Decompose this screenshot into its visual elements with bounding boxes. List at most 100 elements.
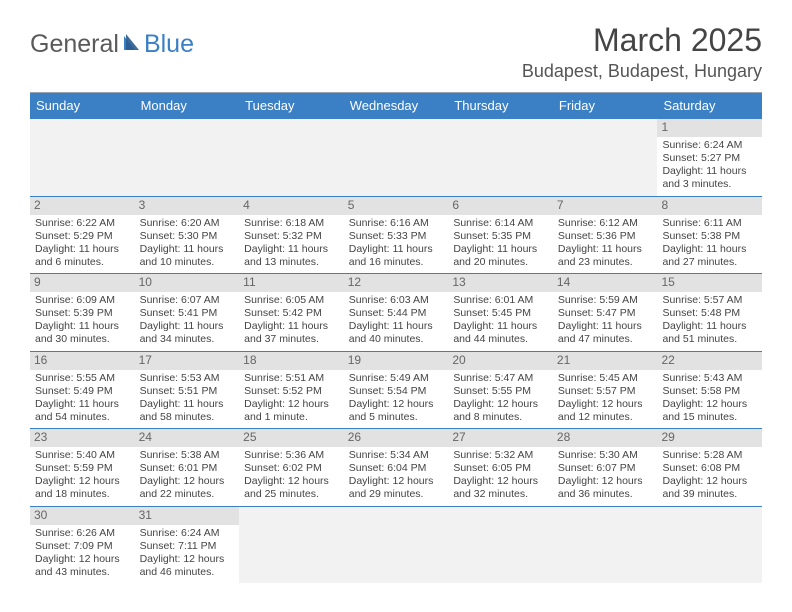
sunrise-text: Sunrise: 6:22 AM — [35, 217, 130, 230]
daylight-text: Daylight: 12 hours and 1 minute. — [244, 398, 339, 424]
title-block: March 2025 Budapest, Budapest, Hungary — [522, 22, 762, 82]
day-number: 17 — [135, 352, 240, 370]
calendar: Sunday Monday Tuesday Wednesday Thursday… — [30, 92, 762, 583]
sunrise-text: Sunrise: 5:59 AM — [558, 294, 653, 307]
calendar-day: 31Sunrise: 6:24 AMSunset: 7:11 PMDayligh… — [135, 507, 240, 584]
daylight-text: Daylight: 11 hours and 44 minutes. — [453, 320, 548, 346]
day-number: 20 — [448, 352, 553, 370]
day-number: 22 — [657, 352, 762, 370]
calendar-day-empty — [239, 507, 344, 584]
sunrise-text: Sunrise: 6:16 AM — [349, 217, 444, 230]
daylight-text: Daylight: 11 hours and 23 minutes. — [558, 243, 653, 269]
header: General Blue March 2025 Budapest, Budape… — [0, 0, 792, 86]
calendar-day-empty — [344, 507, 449, 584]
daylight-text: Daylight: 12 hours and 5 minutes. — [349, 398, 444, 424]
day-number: 1 — [657, 119, 762, 137]
daylight-text: Daylight: 11 hours and 58 minutes. — [140, 398, 235, 424]
day-number: 19 — [344, 352, 449, 370]
daylight-text: Daylight: 11 hours and 37 minutes. — [244, 320, 339, 346]
day-number: 24 — [135, 429, 240, 447]
calendar-day: 17 Sunrise: 5:53 AMSunset: 5:51 PMDayligh… — [135, 352, 240, 429]
sunset-text: Sunset: 5:49 PM — [35, 385, 130, 398]
daylight-text: Daylight: 11 hours and 30 minutes. — [35, 320, 130, 346]
day-number: 4 — [239, 197, 344, 215]
sunset-text: Sunset: 5:35 PM — [453, 230, 548, 243]
sunset-text: Sunset: 5:51 PM — [140, 385, 235, 398]
day-number: 6 — [448, 197, 553, 215]
calendar-day: 9Sunrise: 6:09 AMSunset: 5:39 PMDaylight… — [30, 274, 135, 351]
day-number: 10 — [135, 274, 240, 292]
day-number: 8 — [657, 197, 762, 215]
daylight-text: Daylight: 12 hours and 15 minutes. — [662, 398, 757, 424]
calendar-day-empty — [344, 119, 449, 196]
sunset-text: Sunset: 5:30 PM — [140, 230, 235, 243]
day-number: 28 — [553, 429, 658, 447]
sunset-text: Sunset: 5:59 PM — [35, 462, 130, 475]
calendar-day: 1Sunrise: 6:24 AMSunset: 5:27 PMDaylight… — [657, 119, 762, 196]
calendar-day: 30Sunrise: 6:26 AMSunset: 7:09 PMDayligh… — [30, 507, 135, 584]
calendar-week: 2Sunrise: 6:22 AMSunset: 5:29 PMDaylight… — [30, 197, 762, 275]
day-number: 26 — [344, 429, 449, 447]
calendar-week: 23 Sunrise: 5:40 AMSunset: 5:59 PM Dayligh… — [30, 429, 762, 507]
logo-text-1: General — [30, 30, 119, 59]
calendar-day: 3Sunrise: 6:20 AMSunset: 5:30 PMDaylight… — [135, 197, 240, 274]
weekday-header: Wednesday — [344, 93, 449, 119]
calendar-day: 11Sunrise: 6:05 AMSunset: 5:42 PMDayligh… — [239, 274, 344, 351]
sunrise-text: Sunrise: 6:07 AM — [140, 294, 235, 307]
day-number: 23 — [30, 429, 135, 447]
calendar-day: 24Sunrise: 5:38 AMSunset: 6:01 PMDayligh… — [135, 429, 240, 506]
calendar-day: 8Sunrise: 6:11 AMSunset: 5:38 PMDaylight… — [657, 197, 762, 274]
calendar-day: 29Sunrise: 5:28 AMSunset: 6:08 PMDayligh… — [657, 429, 762, 506]
sunrise-text: Sunrise: 5:38 AM — [140, 449, 235, 462]
sunrise-text: Sunrise: 5:30 AM — [558, 449, 653, 462]
sunrise-text: Sunrise: 5:53 AM — [140, 372, 235, 385]
daylight-text: Daylight: 12 hours and 25 minutes. — [244, 475, 339, 501]
sunrise-text: Sunrise: 6:09 AM — [35, 294, 130, 307]
daylight-text: Daylight: 12 hours and 46 minutes. — [140, 553, 235, 579]
calendar-day: 14Sunrise: 5:59 AMSunset: 5:47 PMDayligh… — [553, 274, 658, 351]
sunrise-text: Sunrise: 5:51 AM — [244, 372, 339, 385]
sunrise-text: Sunrise: 6:11 AM — [662, 217, 757, 230]
logo: General Blue — [30, 22, 194, 59]
day-number: 29 — [657, 429, 762, 447]
daylight-text: Daylight: 11 hours and 47 minutes. — [558, 320, 653, 346]
daylight-text: Daylight: 11 hours and 40 minutes. — [349, 320, 444, 346]
page-title: March 2025 — [522, 22, 762, 59]
sunrise-text: Sunrise: 5:36 AM — [244, 449, 339, 462]
calendar-day: 6Sunrise: 6:14 AMSunset: 5:35 PMDaylight… — [448, 197, 553, 274]
calendar-day-empty — [239, 119, 344, 196]
calendar-day: 27Sunrise: 5:32 AMSunset: 6:05 PMDayligh… — [448, 429, 553, 506]
sunrise-text: Sunrise: 6:18 AM — [244, 217, 339, 230]
logo-text-2: Blue — [144, 30, 194, 59]
calendar-day: 4Sunrise: 6:18 AMSunset: 5:32 PMDaylight… — [239, 197, 344, 274]
daylight-text: Daylight: 12 hours and 29 minutes. — [349, 475, 444, 501]
daylight-text: Daylight: 12 hours and 32 minutes. — [453, 475, 548, 501]
calendar-day: 13Sunrise: 6:01 AMSunset: 5:45 PMDayligh… — [448, 274, 553, 351]
calendar-day: 12Sunrise: 6:03 AMSunset: 5:44 PMDayligh… — [344, 274, 449, 351]
sunrise-text: Sunrise: 6:20 AM — [140, 217, 235, 230]
sunset-text: Sunset: 5:32 PM — [244, 230, 339, 243]
day-number: 14 — [553, 274, 658, 292]
calendar-week: 16Sunrise: 5:55 AMSunset: 5:49 PMDayligh… — [30, 352, 762, 430]
daylight-text: Daylight: 11 hours and 6 minutes. — [35, 243, 130, 269]
calendar-week: 30Sunrise: 6:26 AMSunset: 7:09 PMDayligh… — [30, 507, 762, 584]
sunset-text: Sunset: 7:11 PM — [140, 540, 235, 553]
sunrise-text: Sunrise: 6:24 AM — [662, 139, 757, 152]
weekday-header-row: Sunday Monday Tuesday Wednesday Thursday… — [30, 93, 762, 119]
sunrise-text: Sunrise: 6:05 AM — [244, 294, 339, 307]
day-number: 16 — [30, 352, 135, 370]
calendar-day-empty — [135, 119, 240, 196]
daylight-text: Daylight: 11 hours and 51 minutes. — [662, 320, 757, 346]
day-number: 25 — [239, 429, 344, 447]
weekday-header: Friday — [553, 93, 658, 119]
weekday-header: Tuesday — [239, 93, 344, 119]
daylight-text: Daylight: 11 hours and 20 minutes. — [453, 243, 548, 269]
sunset-text: Sunset: 5:39 PM — [35, 307, 130, 320]
sunrise-text: Sunrise: 5:40 AM — [35, 449, 130, 462]
sunset-text: Sunset: 5:27 PM — [662, 152, 757, 165]
calendar-day: 20Sunrise: 5:47 AMSunset: 5:55 PMDayligh… — [448, 352, 553, 429]
calendar-day: 10Sunrise: 6:07 AMSunset: 5:41 PMDayligh… — [135, 274, 240, 351]
day-number: 15 — [657, 274, 762, 292]
sunset-text: Sunset: 5:54 PM — [349, 385, 444, 398]
calendar-day: 2Sunrise: 6:22 AMSunset: 5:29 PMDaylight… — [30, 197, 135, 274]
